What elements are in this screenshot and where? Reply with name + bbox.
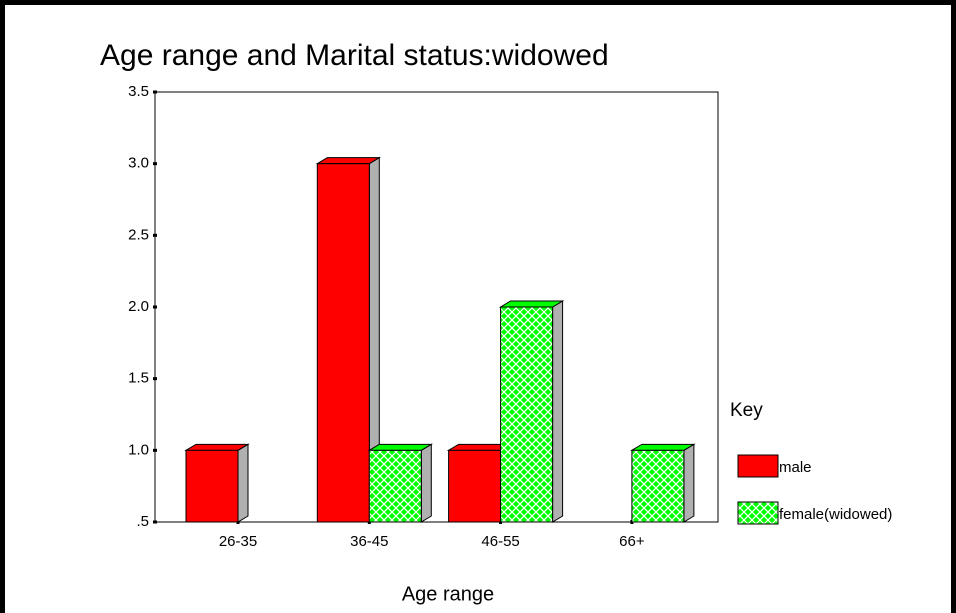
- y-tick-label: 3.0: [128, 155, 149, 172]
- bar: [630, 443, 696, 523]
- bar-top: [498, 300, 565, 308]
- bar-top: [315, 157, 382, 165]
- y-tick-label: 1.0: [128, 441, 149, 458]
- y-tick-label: 1.5: [128, 370, 149, 387]
- bar-top: [367, 443, 434, 451]
- bar-side: [683, 443, 695, 523]
- y-tick-label: 2.5: [128, 226, 149, 243]
- bar-top: [630, 443, 696, 451]
- bar-side: [237, 443, 249, 523]
- legend-swatch: [737, 501, 779, 525]
- x-tick-label: 26-35: [219, 533, 257, 550]
- x-axis-label: Age range: [402, 583, 494, 605]
- bar: [184, 443, 250, 523]
- bar-side: [420, 443, 432, 523]
- legend-label: male: [779, 459, 812, 476]
- bar: [367, 443, 434, 523]
- bar-front: [631, 449, 685, 523]
- bar-front: [316, 163, 370, 523]
- x-tick-label: 46-55: [481, 533, 519, 550]
- bar-front: [185, 449, 239, 523]
- y-tick-label: 3.5: [128, 83, 149, 100]
- legend-title: Key: [730, 400, 763, 421]
- bar: [498, 300, 565, 523]
- bar-front: [500, 306, 554, 523]
- legend-swatch: [737, 454, 779, 478]
- chart-title: Age range and Marital status:widowed: [100, 39, 609, 72]
- bar-front: [448, 449, 502, 523]
- legend-label: female(widowed): [779, 506, 892, 523]
- x-tick-label: 36-45: [350, 533, 388, 550]
- bar-front: [368, 449, 422, 523]
- y-tick-label: .5: [136, 513, 149, 530]
- bar-side: [552, 300, 564, 523]
- x-tick-label: 66+: [619, 533, 645, 550]
- y-tick-label: 2.0: [128, 298, 149, 315]
- bar-top: [184, 443, 250, 451]
